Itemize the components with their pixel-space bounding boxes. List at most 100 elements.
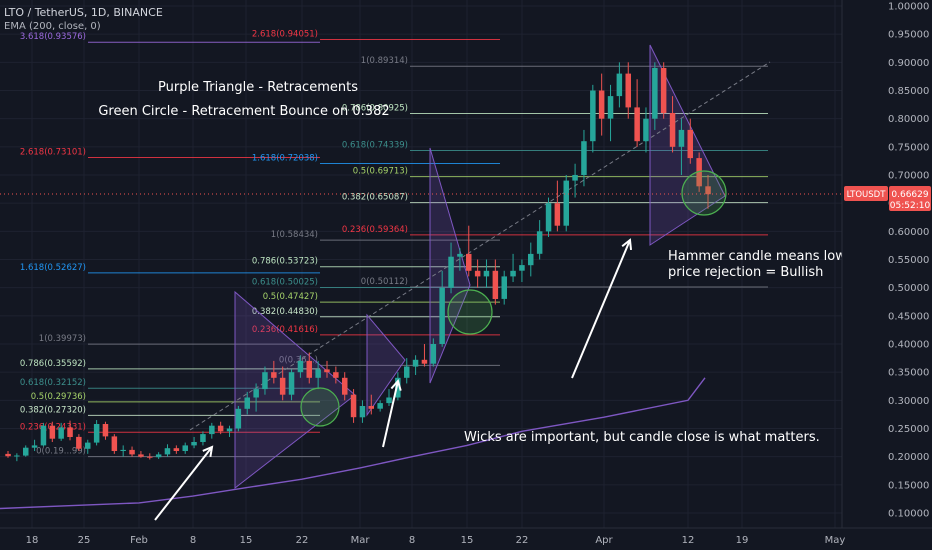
candle-body xyxy=(395,377,401,398)
candle-body xyxy=(368,406,374,409)
current-price-badge: 0.66629 xyxy=(891,190,928,200)
candle-body xyxy=(111,436,118,451)
candle-body xyxy=(669,113,676,147)
candle-body xyxy=(466,253,472,271)
fib-level-label: 0(0.50112) xyxy=(361,277,408,287)
bounce-circle xyxy=(681,170,727,216)
candle-body xyxy=(217,425,224,432)
candle-body xyxy=(102,424,109,437)
candle-body xyxy=(155,454,162,458)
candle-body xyxy=(572,175,578,181)
time-tick: 25 xyxy=(78,535,91,546)
candle-body xyxy=(625,73,631,108)
fib-level-label: 0.236(0.41616) xyxy=(252,325,318,335)
price-tick: 0.95000 xyxy=(888,30,929,41)
price-tick: 0.45000 xyxy=(888,311,929,322)
price-tick: 0.50000 xyxy=(888,283,929,294)
time-tick: May xyxy=(825,535,846,546)
fib-level-label: 1(0.39973) xyxy=(39,334,86,344)
candle-body xyxy=(85,442,91,449)
candle-body xyxy=(306,360,312,378)
arrow-shaft xyxy=(571,239,631,379)
candle-body xyxy=(49,425,56,439)
time-tick: 8 xyxy=(409,535,415,546)
fib-level-label: 0.382(0.27320) xyxy=(20,405,86,415)
price-tick: 0.10000 xyxy=(888,509,929,520)
price-tick: 0.60000 xyxy=(888,227,929,238)
candle-body xyxy=(492,270,499,299)
candle-body xyxy=(182,445,188,451)
candle-body xyxy=(421,359,428,364)
fib-level-label: 0.786(0.80925) xyxy=(342,103,408,113)
candle-body xyxy=(448,256,454,288)
candle-body xyxy=(244,397,250,409)
bounce-circle xyxy=(447,289,493,335)
candle-body xyxy=(554,203,561,226)
candle-body xyxy=(333,372,339,378)
candle-body xyxy=(14,455,20,457)
retracement-triangle xyxy=(234,290,356,490)
candle-body xyxy=(191,442,197,446)
candle-body xyxy=(457,253,463,257)
candle-body xyxy=(563,180,569,226)
candle-body xyxy=(288,372,295,395)
candle-body xyxy=(40,425,47,446)
symbol-title[interactable]: LTO / TetherUS, 1D, BINANCE xyxy=(4,6,163,19)
candle-body xyxy=(483,270,490,277)
arrow-shaft xyxy=(154,446,213,521)
candle-body xyxy=(253,389,259,398)
candle-body xyxy=(67,427,73,437)
time-tick: 12 xyxy=(682,535,695,546)
price-tick: 0.30000 xyxy=(888,396,929,407)
candle-body xyxy=(474,270,481,277)
fib-level-label: 0.618(0.32152) xyxy=(20,378,86,388)
candle-body xyxy=(120,449,126,451)
candle-body xyxy=(138,454,144,457)
price-tick: 0.90000 xyxy=(888,58,929,69)
bounce-circle xyxy=(300,387,340,427)
time-tick: 18 xyxy=(26,535,39,546)
candle-body xyxy=(93,424,100,443)
price-tick: 0.15000 xyxy=(888,480,929,491)
candle-body xyxy=(590,90,596,142)
candle-body xyxy=(324,369,330,373)
price-tick: 0.55000 xyxy=(888,255,929,266)
time-tick: 22 xyxy=(296,535,309,546)
price-tick: 0.75000 xyxy=(888,142,929,153)
fib-level-label: 1.618(0.72038) xyxy=(252,154,318,164)
candle-body xyxy=(164,448,171,455)
trend-line xyxy=(189,61,771,431)
candle-body xyxy=(235,408,242,429)
ticker-badge: LTOUSDT xyxy=(847,190,887,200)
candle-body xyxy=(660,68,667,114)
candle-body xyxy=(545,203,552,232)
candle-body xyxy=(634,107,640,142)
candle-body xyxy=(315,369,321,378)
time-tick: 15 xyxy=(461,535,474,546)
price-tick: 0.35000 xyxy=(888,368,929,379)
candle-body xyxy=(297,360,304,373)
price-axis-panel xyxy=(842,0,932,550)
candle-body xyxy=(519,265,525,271)
candle-body xyxy=(581,141,587,175)
fib-level-label: 0.5(0.69713) xyxy=(353,167,408,177)
candle-body xyxy=(404,366,410,378)
candle-body xyxy=(643,118,649,142)
price-badge-bg xyxy=(889,185,931,211)
fib-level-label: 0(0.19...99) xyxy=(36,447,86,457)
candle-body xyxy=(377,403,383,409)
candle-body xyxy=(616,73,623,97)
candle-body xyxy=(271,372,277,378)
price-tick: 0.80000 xyxy=(888,114,929,125)
candle-body xyxy=(262,372,268,390)
fib-level-label: 0.5(0.47427) xyxy=(263,292,318,302)
candle-body xyxy=(23,447,29,456)
price-tick: 0.85000 xyxy=(888,86,929,97)
candle-body xyxy=(501,276,507,299)
candle-body xyxy=(5,453,11,457)
price-tick: 0.40000 xyxy=(888,340,929,351)
fib-level-label: 0.618(0.50025) xyxy=(252,278,318,288)
candle-body xyxy=(58,427,64,439)
indicator-label[interactable]: EMA (200, close, 0) xyxy=(4,21,101,32)
